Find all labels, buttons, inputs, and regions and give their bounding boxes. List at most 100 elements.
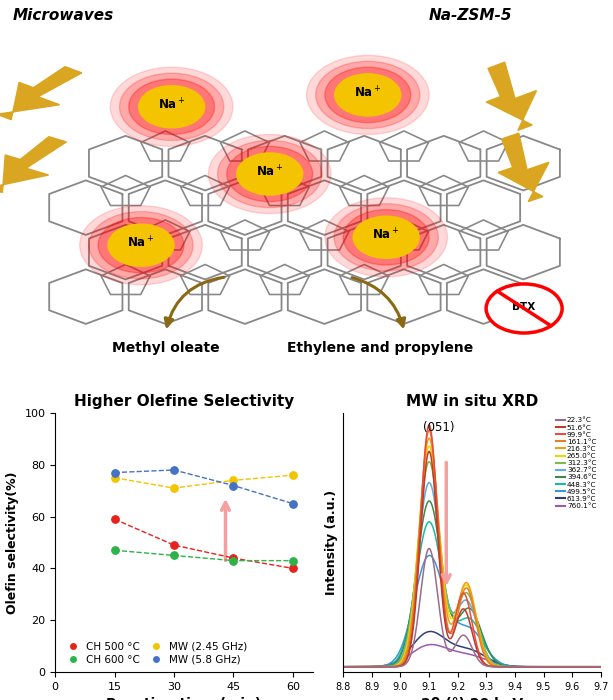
216.3°C <box>465 581 472 589</box>
Line: 613.9°C: 613.9°C <box>343 631 601 666</box>
Point <box>288 470 298 481</box>
X-axis label: Reaction time (min): Reaction time (min) <box>106 697 262 700</box>
Point <box>110 467 120 478</box>
Text: Ethylene and propylene: Ethylene and propylene <box>287 341 473 355</box>
499.5°C <box>465 622 472 631</box>
Point <box>169 540 179 551</box>
394.6°C <box>597 662 604 671</box>
362.7°C <box>352 662 360 671</box>
216.3°C <box>590 662 597 671</box>
448.3°C <box>465 614 472 622</box>
Point <box>110 514 120 525</box>
Circle shape <box>138 85 205 129</box>
Circle shape <box>486 284 562 333</box>
613.9°C <box>590 662 597 671</box>
Circle shape <box>98 218 184 273</box>
161.1°C <box>590 662 597 671</box>
499.5°C <box>590 662 597 671</box>
362.7°C <box>590 662 597 671</box>
Line: 51.6°C: 51.6°C <box>343 452 601 666</box>
394.6°C <box>590 662 597 671</box>
312.3°C <box>352 662 360 671</box>
99.9°C <box>590 662 597 671</box>
Text: Methyl oleate: Methyl oleate <box>112 341 219 355</box>
613.9°C <box>543 662 550 671</box>
Circle shape <box>89 211 193 279</box>
99.9°C <box>458 590 465 598</box>
Text: Microwaves: Microwaves <box>12 8 113 23</box>
99.9°C <box>340 662 347 671</box>
Point <box>229 475 238 486</box>
22.3°C <box>590 662 597 671</box>
Point <box>110 545 120 556</box>
312.3°C <box>458 593 465 601</box>
760.1°C <box>590 662 597 671</box>
265.0°C <box>543 662 550 671</box>
51.6°C <box>465 615 472 623</box>
22.3°C <box>352 662 360 671</box>
Line: 161.1°C: 161.1°C <box>343 430 601 666</box>
265.0°C <box>458 587 465 596</box>
312.3°C <box>425 458 433 466</box>
Circle shape <box>352 216 420 259</box>
760.1°C <box>590 662 597 671</box>
Line: 22.3°C: 22.3°C <box>343 549 601 666</box>
362.7°C <box>458 598 465 607</box>
362.7°C <box>340 662 347 671</box>
448.3°C <box>352 662 360 671</box>
Text: Na$^+$: Na$^+$ <box>256 164 283 180</box>
Point <box>169 464 179 475</box>
216.3°C <box>425 434 433 442</box>
Line: 99.9°C: 99.9°C <box>343 425 601 666</box>
Circle shape <box>334 74 402 117</box>
99.9°C <box>425 421 433 429</box>
Y-axis label: Olefin selectivity(%): Olefin selectivity(%) <box>6 471 19 614</box>
22.3°C <box>340 662 347 671</box>
51.6°C <box>340 662 347 671</box>
51.6°C <box>458 606 465 614</box>
Circle shape <box>306 55 429 134</box>
613.9°C <box>597 662 604 671</box>
499.5°C <box>340 662 347 671</box>
Title: Higher Olefine Selectivity: Higher Olefine Selectivity <box>74 394 294 409</box>
Circle shape <box>325 197 447 276</box>
216.3°C <box>340 662 347 671</box>
265.0°C <box>340 662 347 671</box>
448.3°C <box>458 615 465 624</box>
Circle shape <box>218 141 322 208</box>
161.1°C <box>590 662 597 671</box>
22.3°C <box>458 631 465 640</box>
51.6°C <box>597 662 604 671</box>
Polygon shape <box>486 62 536 130</box>
Point <box>110 472 120 483</box>
161.1°C <box>597 662 604 671</box>
499.5°C <box>597 662 604 671</box>
Circle shape <box>107 223 175 267</box>
Circle shape <box>227 146 313 202</box>
362.7°C <box>597 662 604 671</box>
216.3°C <box>590 662 597 671</box>
613.9°C <box>458 643 465 651</box>
265.0°C <box>590 662 597 671</box>
Point <box>169 482 179 493</box>
448.3°C <box>543 662 550 671</box>
99.9°C <box>597 662 604 671</box>
312.3°C <box>465 590 472 598</box>
312.3°C <box>590 662 597 671</box>
362.7°C <box>590 662 597 671</box>
613.9°C <box>590 662 597 671</box>
Circle shape <box>334 204 438 271</box>
161.1°C <box>465 586 472 594</box>
394.6°C <box>352 662 360 671</box>
Point <box>229 552 238 564</box>
499.5°C <box>352 662 360 671</box>
613.9°C <box>427 627 434 636</box>
394.6°C <box>590 662 597 671</box>
613.9°C <box>340 662 347 671</box>
Circle shape <box>208 134 331 214</box>
499.5°C <box>426 551 433 559</box>
99.9°C <box>465 601 472 610</box>
Line: 499.5°C: 499.5°C <box>343 555 601 666</box>
448.3°C <box>597 662 604 671</box>
Line: 394.6°C: 394.6°C <box>343 501 601 666</box>
